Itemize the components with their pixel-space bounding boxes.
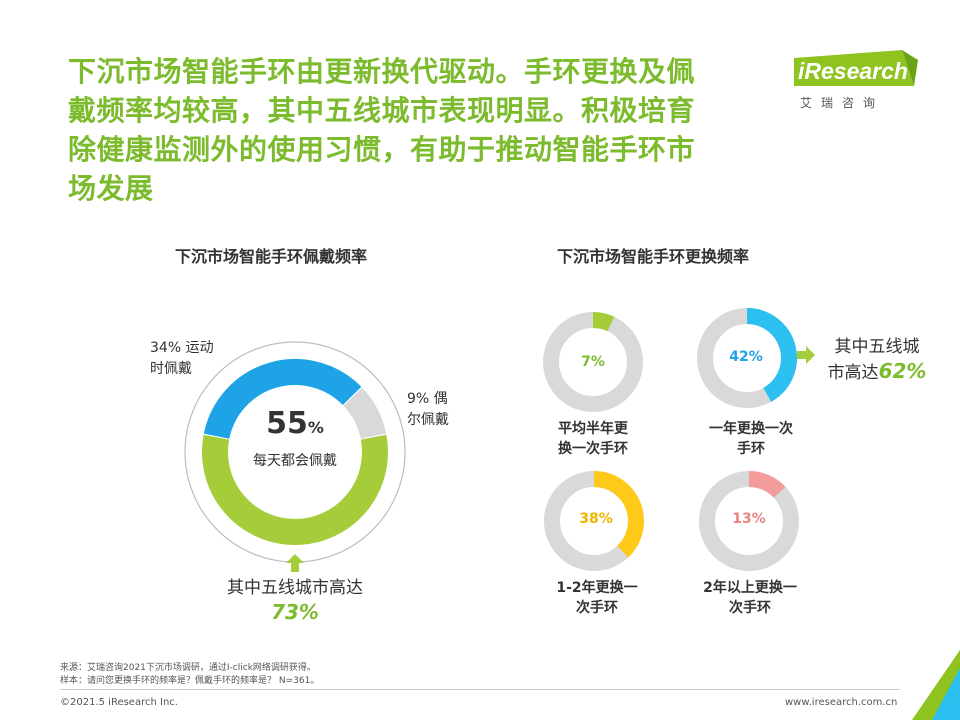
iresearch-logo: iResearch 艾瑞咨询: [790, 46, 920, 116]
label-one-two-years-line2: 次手环: [576, 600, 618, 616]
replace-slice-3: [748, 471, 786, 499]
callout-wear-text: 其中五线城市高达: [227, 578, 363, 598]
label-occ-text1: 偶: [433, 391, 448, 407]
footer-divider: [60, 689, 900, 690]
center-value-unit: %: [307, 418, 324, 437]
replace-slice-2: [593, 471, 644, 558]
footer-url: www.iresearch.com.cn: [785, 697, 898, 708]
callout-replace-line1: 其中五线城: [834, 337, 920, 357]
callout-replace-value: 62%: [878, 359, 927, 383]
replace-slice-0: [592, 312, 615, 332]
pct-one-two-years: 38%: [579, 511, 613, 527]
headline-line-2: 戴频率均较高，其中五线城市表现明显。积极培育: [68, 94, 696, 127]
callout-replace-line2: 市高达62%: [822, 359, 932, 385]
footer-copyright: ©2021.5 iResearch Inc.: [60, 697, 178, 708]
corner-decoration: [912, 650, 960, 720]
pct-over-two-years: 13%: [732, 511, 766, 527]
wear-slice-0: [202, 434, 388, 545]
label-one-two-years: 1-2年更换一 次手环: [532, 578, 662, 618]
callout-tier5-wear: 其中五线城市高达 73%: [200, 576, 390, 624]
footnote-sample: 样本：请问您更换手环的频率是？佩戴手环的频率是？ N=361。: [60, 676, 320, 686]
label-half-year-line1: 平均半年更: [558, 421, 628, 437]
callout-wear-value: 73%: [271, 600, 319, 624]
page-headline: 下沉市场智能手环由更新换代驱动。手环更换及佩 戴频率均较高，其中五线城市表现明显…: [68, 52, 783, 208]
label-over-two-years: 2年以上更换一 次手环: [685, 578, 815, 618]
footnote-source: 来源：艾瑞咨询2021下沉市场调研，通过I-click网络调研获得。: [60, 663, 316, 673]
logo-banner-shape: [794, 50, 918, 86]
label-sport-text1: 运动: [185, 340, 214, 356]
pct-half-year: 7%: [581, 354, 605, 370]
label-occ-text2: 尔佩戴: [407, 412, 449, 428]
label-half-year: 平均半年更 换一次手环: [528, 419, 658, 459]
label-over-two-years-line1: 2年以上更换一: [703, 580, 797, 596]
headline-line-4: 场发展: [68, 172, 154, 205]
label-half-year-line2: 换一次手环: [558, 441, 628, 457]
label-one-two-years-line1: 1-2年更换一: [556, 580, 638, 596]
replace-slice-1: [746, 308, 797, 402]
label-sport-pct: 34%: [150, 340, 182, 356]
label-one-year: 一年更换一次 手环: [686, 419, 816, 459]
headline-line-3: 除健康监测外的使用习惯，有助于推动智能手环市: [68, 133, 696, 166]
label-one-year-line2: 手环: [737, 441, 765, 457]
chart-title-replace-frequency: 下沉市场智能手环更换频率: [557, 247, 750, 266]
wear-slice-1: [203, 359, 362, 440]
arrow-up-icon: [286, 554, 304, 572]
chart-title-wear-frequency: 下沉市场智能手环佩戴频率: [175, 247, 368, 266]
label-over-two-years-line2: 次手环: [729, 600, 771, 616]
arrow-right-icon: [797, 346, 815, 364]
logo-text: iResearch: [798, 58, 908, 84]
label-occasional-wear: 9% 偶 尔佩戴: [407, 389, 449, 431]
wear-slice-2: [343, 387, 387, 440]
label-occ-pct: 9%: [407, 391, 430, 407]
logo-subtitle: 艾瑞咨询: [800, 96, 885, 110]
center-value-number: 55: [266, 406, 308, 441]
label-sport-wear: 34% 运动 时佩戴: [150, 338, 214, 380]
callout-tier5-replace: 其中五线城 市高达62%: [822, 335, 932, 385]
donut-center-value: 55%: [245, 406, 345, 441]
pct-one-year: 42%: [729, 349, 763, 365]
donut-center-label: 每天都会佩戴: [253, 453, 337, 469]
label-one-year-line1: 一年更换一次: [709, 421, 793, 437]
callout-replace-text: 市高达: [827, 363, 879, 383]
headline-line-1: 下沉市场智能手环由更新换代驱动。手环更换及佩: [68, 55, 696, 88]
label-sport-text2: 时佩戴: [150, 361, 192, 377]
